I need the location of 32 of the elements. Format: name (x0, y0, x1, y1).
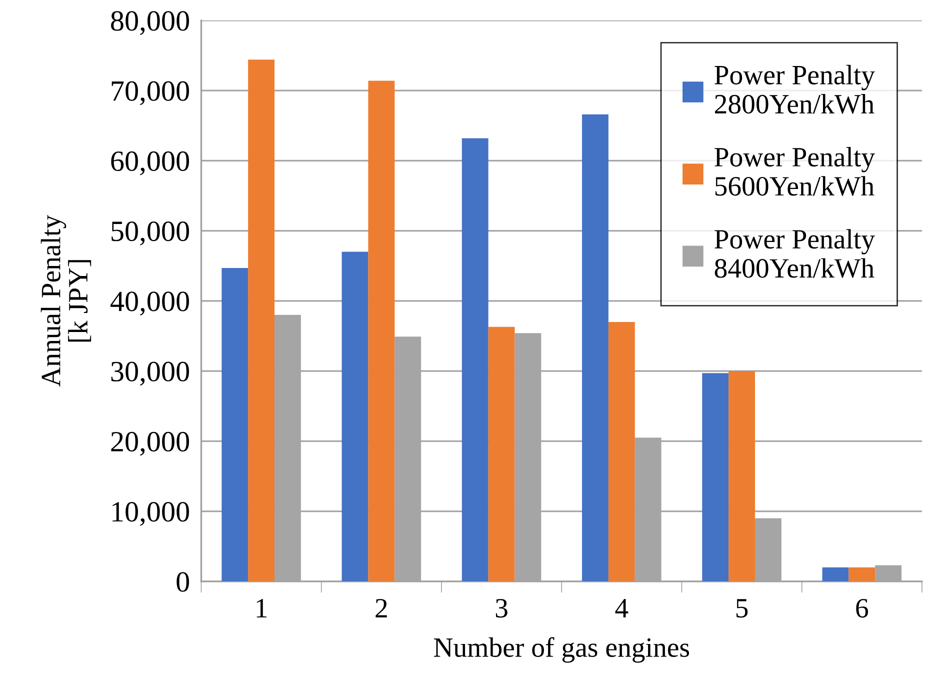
y-axis-title: Annual Penalty [k JPY] (40, 214, 92, 387)
bar (462, 138, 488, 582)
bar (608, 322, 635, 582)
y-tick-label: 50,000 (112, 222, 190, 246)
legend-label: Power Penalty 5600Yen/kWh (714, 147, 875, 196)
x-tick-label: 6 (856, 598, 868, 618)
legend-label: Power Penalty 8400Yen/kWh (714, 229, 875, 278)
bar (728, 371, 755, 582)
bar (368, 80, 395, 582)
bar (702, 373, 729, 582)
bar (822, 567, 849, 582)
x-tick-label: 1 (256, 599, 267, 618)
bar (342, 252, 368, 582)
y-tick-label: 40,000 (110, 292, 190, 316)
legend-label: Power Penalty 2800Yen/kWh (714, 64, 875, 114)
bar (222, 268, 248, 582)
bar (582, 114, 608, 582)
bar (848, 567, 876, 582)
y-tick-label: 10,000 (112, 502, 190, 526)
x-tick-label: 2 (376, 598, 387, 618)
y-tick-label: 80,000 (111, 11, 190, 36)
x-tick-label: 5 (736, 599, 748, 618)
y-tick-label: 70,000 (112, 81, 190, 106)
bar (488, 326, 515, 582)
x-axis-title: Number of gas engines (434, 637, 690, 663)
y-tick-label: 60,000 (111, 151, 190, 176)
bar (248, 60, 275, 582)
y-tick-label: 30,000 (111, 362, 190, 386)
y-tick-label: 20,000 (111, 432, 190, 456)
y-tick-label: 0 (176, 572, 190, 592)
x-tick-label: 3 (496, 598, 508, 618)
x-tick-label: 4 (615, 599, 628, 618)
